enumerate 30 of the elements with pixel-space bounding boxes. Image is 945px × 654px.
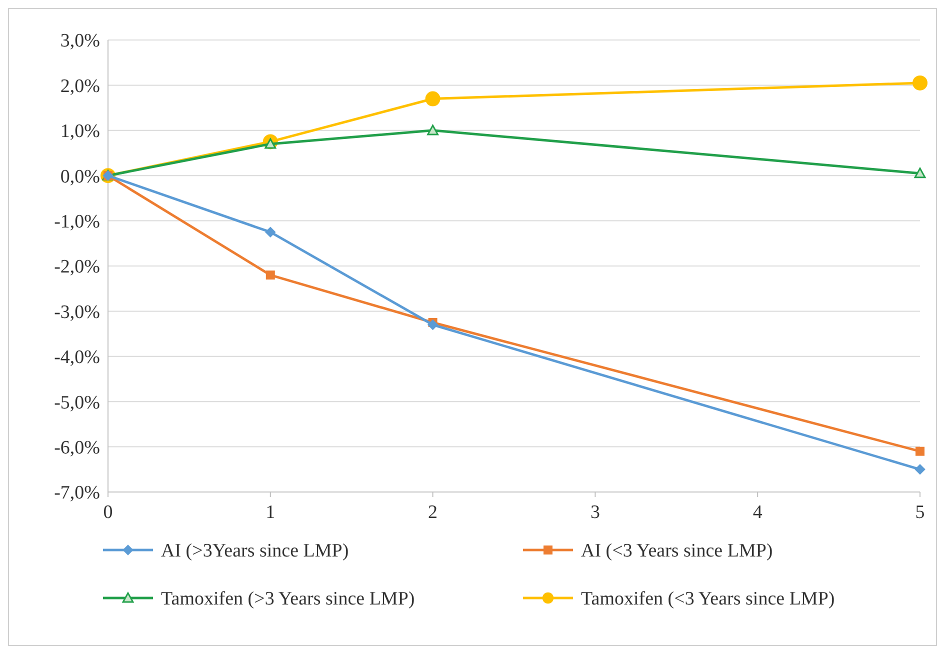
- y-tick-label: -3,0%: [54, 302, 100, 323]
- y-tick-label: -7,0%: [54, 482, 100, 504]
- legend-label: AI (<3 Years since LMP): [581, 540, 773, 562]
- x-tick-label: 5: [915, 502, 925, 523]
- point: [425, 91, 440, 106]
- y-tick-label: 3,0%: [60, 30, 100, 52]
- point: [427, 124, 438, 136]
- x-tick-label: 3: [590, 502, 600, 523]
- y-tick-label: -5,0%: [54, 392, 100, 414]
- legend-label: AI (>3Years since LMP): [161, 540, 349, 562]
- y-tick-label: -6,0%: [54, 437, 100, 458]
- point: [914, 168, 926, 178]
- point: [427, 319, 438, 330]
- point: [265, 226, 276, 238]
- x-tick-label: 4: [752, 502, 763, 523]
- y-tick-label: -2,0%: [54, 256, 100, 278]
- point: [916, 446, 924, 456]
- y-tick-label: 1,0%: [60, 121, 100, 142]
- point: [266, 270, 275, 280]
- legend-label: Tamoxifen (>3 Years since LMP): [161, 588, 415, 610]
- x-tick-label: 2: [428, 502, 438, 523]
- point: [914, 464, 926, 475]
- legend-label: Tamoxifen (<3 Years since LMP): [581, 588, 835, 610]
- y-tick-label: -4,0%: [54, 347, 100, 368]
- y-tick-label: -1,0%: [54, 211, 100, 232]
- y-tick-label: 0,0%: [60, 166, 100, 188]
- point: [912, 75, 928, 90]
- x-tick-label: 1: [266, 502, 276, 523]
- y-tick-label: 2,0%: [60, 76, 100, 97]
- x-tick-label: 0: [103, 502, 113, 523]
